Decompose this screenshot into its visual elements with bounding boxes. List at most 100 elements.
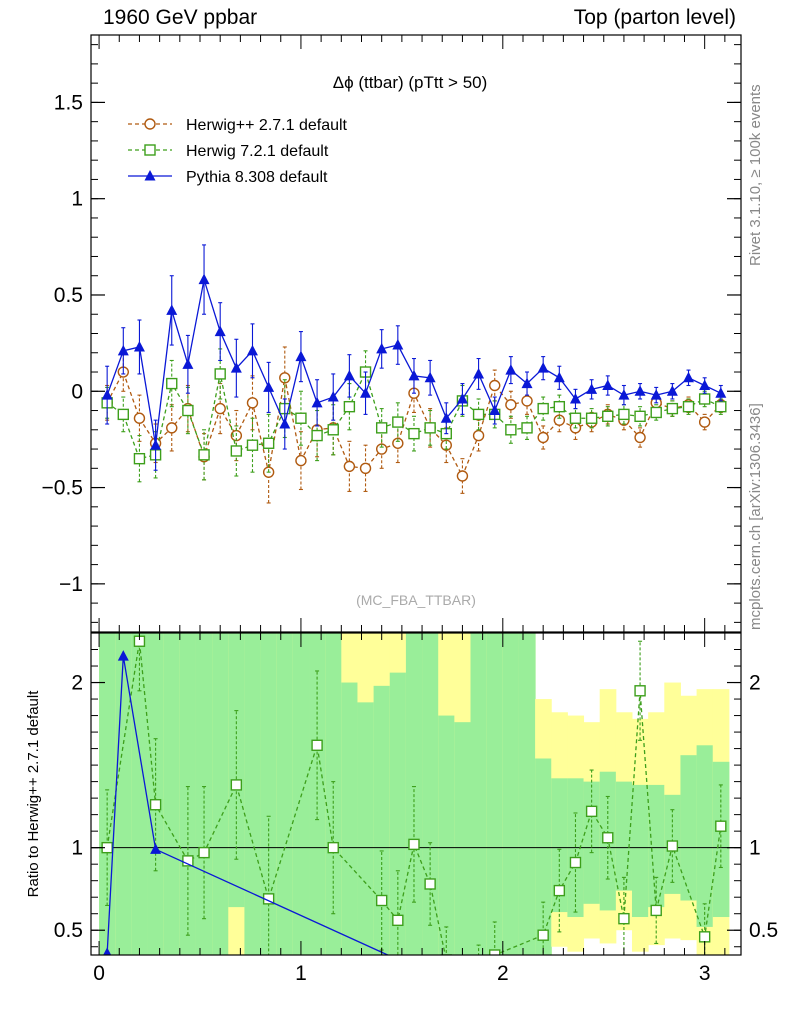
data-point: [327, 841, 339, 854]
legend: Herwig++ 2.7.1 default Herwig 7.2.1 defau…: [128, 117, 348, 186]
band-green: [325, 633, 342, 955]
data-point: [117, 344, 129, 356]
ratio-panel-frame: [90, 632, 742, 956]
data-point: [198, 449, 210, 461]
data-point: [440, 412, 452, 423]
data-point: [279, 418, 291, 429]
data-point: [667, 974, 678, 985]
data-point: [311, 739, 323, 751]
data-point: [650, 406, 662, 419]
process-label: Top (parton level): [573, 6, 736, 29]
data-point: [634, 385, 646, 396]
ratio-panel-series: [101, 633, 727, 985]
data-point: [569, 856, 582, 869]
data-point: [699, 379, 711, 390]
data-point: [117, 650, 129, 661]
data-point: [505, 399, 517, 411]
band-green: [486, 633, 504, 955]
data-point: [650, 904, 662, 917]
data-point: [182, 404, 194, 417]
y-tick-label-right: 1: [749, 837, 761, 860]
data-point: [585, 805, 598, 818]
data-point: [150, 843, 162, 854]
data-point: [182, 855, 194, 867]
data-point: [424, 878, 436, 890]
data-point: [569, 392, 581, 404]
ratio-y-axis-label: Ratio to Herwig++ 2.7.1 default: [25, 690, 42, 898]
data-point: [553, 400, 566, 413]
data-point: [343, 460, 356, 473]
data-point: [618, 408, 630, 421]
data-point: [150, 439, 162, 450]
data-point: [327, 391, 339, 402]
data-point: [474, 973, 484, 983]
data-point: [472, 429, 485, 442]
data-point: [456, 392, 468, 404]
data-point: [263, 381, 275, 392]
data-point: [408, 427, 420, 440]
y-tick-label: 0.5: [54, 919, 83, 942]
data-point: [214, 402, 226, 415]
data-point: [360, 387, 372, 398]
data-point: [715, 820, 727, 832]
data-point: [537, 929, 549, 941]
band-green: [212, 633, 229, 955]
data-point: [634, 431, 646, 444]
y-tick-label: 1: [71, 188, 83, 211]
data-point: [408, 838, 420, 851]
data-point: [198, 846, 210, 859]
data-point: [602, 410, 614, 423]
band-green: [680, 755, 698, 901]
data-point: [505, 424, 517, 436]
y-tick-label: −1: [59, 573, 83, 596]
data-point: [456, 470, 469, 482]
data-point: [602, 832, 614, 844]
data-point: [489, 404, 501, 416]
data-point: [392, 914, 404, 927]
y-tick-label: −0.5: [42, 477, 83, 500]
data-point: [666, 385, 678, 396]
data-point: [375, 422, 388, 434]
data-point: [424, 371, 436, 383]
data-point: [537, 402, 549, 415]
data-point: [376, 342, 388, 354]
data-point: [246, 397, 259, 409]
y-tick-label-right: 0.5: [749, 919, 778, 942]
data-point: [553, 371, 565, 383]
x-tick-label: 1: [295, 962, 307, 985]
data-point: [246, 344, 258, 356]
data-point: [698, 931, 711, 943]
band-green: [615, 781, 633, 891]
band-green: [712, 761, 730, 918]
band-green: [260, 633, 278, 955]
y-tick-label: 1.5: [54, 91, 83, 114]
band-green: [438, 715, 455, 955]
data-point: [715, 400, 727, 413]
data-point: [682, 400, 695, 413]
data-point: [375, 894, 388, 907]
band-green: [454, 722, 472, 955]
data-point: [618, 974, 629, 985]
data-point: [101, 389, 113, 400]
analysis-label: (MC_FBA_TTBAR): [356, 592, 476, 608]
data-point: [117, 408, 129, 421]
data-point: [537, 431, 549, 444]
data-point: [327, 424, 339, 436]
data-point: [133, 452, 146, 465]
data-point: [585, 412, 598, 424]
data-point: [569, 412, 582, 424]
data-point: [650, 389, 662, 400]
data-point: [375, 443, 388, 455]
band-green: [648, 784, 665, 908]
energy-label: 1960 GeV ppbar: [103, 6, 258, 29]
x-tick-label: 3: [699, 962, 711, 985]
y-tick-label: 2: [71, 672, 83, 695]
data-point: [262, 437, 275, 449]
data-point: [198, 273, 210, 285]
band-green: [389, 672, 407, 955]
rivet-version-label: Rivet 3.1.10, ≥ 100k events: [747, 84, 764, 266]
data-point: [311, 396, 323, 408]
band-green: [357, 702, 375, 955]
data-point: [230, 362, 242, 373]
